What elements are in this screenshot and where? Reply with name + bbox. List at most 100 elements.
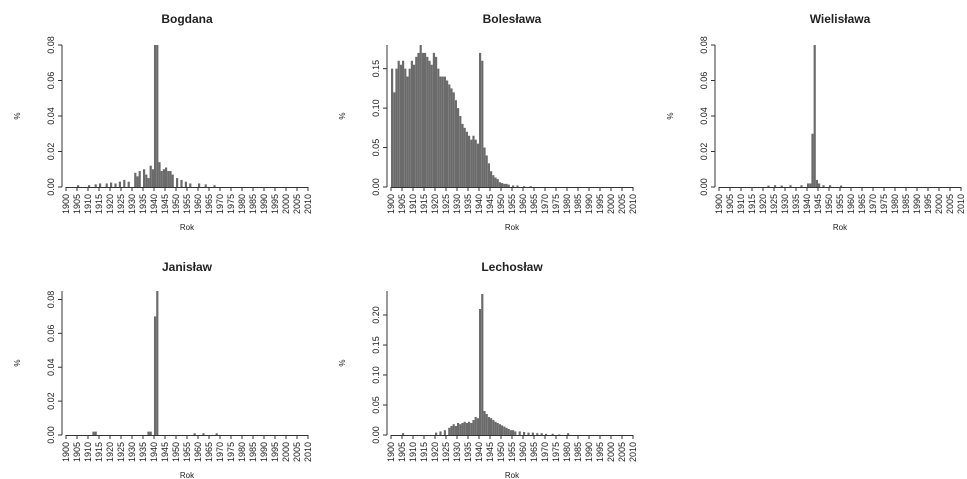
x-tick-label: 1945 <box>160 442 170 462</box>
chart-title: Janisław <box>162 260 213 274</box>
x-tick-label: 1930 <box>780 194 790 214</box>
bar <box>492 175 495 187</box>
x-tick-label: 1905 <box>725 194 735 214</box>
bar <box>151 169 154 187</box>
bar <box>439 76 442 187</box>
bar <box>450 88 453 187</box>
x-tick-label: 1925 <box>769 194 779 214</box>
x-tick-label: 1975 <box>879 194 889 214</box>
bar <box>77 185 80 187</box>
bar <box>800 185 803 187</box>
bar <box>822 185 825 187</box>
x-tick-label: 2005 <box>292 194 302 214</box>
bar <box>136 176 139 187</box>
bar <box>154 45 157 187</box>
bar <box>818 183 821 187</box>
bar <box>156 291 159 435</box>
x-tick-label: 1910 <box>408 194 418 214</box>
x-tick-label: 1965 <box>204 194 214 214</box>
bar <box>213 185 216 187</box>
x-tick-label: 2000 <box>281 194 291 214</box>
x-tick-label: 1940 <box>149 442 159 462</box>
x-tick-label: 1935 <box>463 194 473 214</box>
x-tick-label: 1900 <box>61 442 71 462</box>
bar <box>483 147 486 187</box>
bar <box>88 185 91 187</box>
bar <box>774 185 777 187</box>
x-tick-label: 1960 <box>193 194 203 214</box>
bar <box>147 431 150 435</box>
bar <box>391 68 394 187</box>
x-tick-label: 2010 <box>628 194 638 214</box>
x-tick-label: 1920 <box>430 442 440 462</box>
bar <box>490 171 493 187</box>
bar <box>470 423 473 435</box>
y-axis-label: % <box>13 359 22 366</box>
bar <box>789 185 792 187</box>
bar <box>162 169 165 187</box>
x-tick-label: 1975 <box>226 194 236 214</box>
x-tick-label: 1935 <box>791 194 801 214</box>
bar <box>811 133 814 187</box>
bar <box>829 185 832 187</box>
bar <box>567 433 570 435</box>
bar <box>454 100 457 187</box>
bar <box>509 430 512 435</box>
x-tick-label: 1920 <box>105 442 115 462</box>
bar <box>184 181 187 187</box>
bar <box>470 139 473 187</box>
x-tick-label: 1925 <box>116 194 126 214</box>
bar <box>452 92 455 187</box>
y-tick-label: 0.08 <box>46 36 56 54</box>
x-tick-label: 1900 <box>386 442 396 462</box>
bar <box>505 427 508 435</box>
x-tick-label: 1950 <box>171 442 181 462</box>
x-tick-label: 1940 <box>802 194 812 214</box>
bar <box>487 417 490 435</box>
x-tick-label: 2010 <box>303 442 313 462</box>
chart-panel-4: Janisław 1900 1905 1910 1915 1920 1925 1930 1935… <box>13 260 313 479</box>
bar <box>404 68 407 187</box>
bar <box>92 431 95 435</box>
bar <box>487 163 490 187</box>
x-tick-label: 1980 <box>562 442 572 462</box>
x-tick-label: 1990 <box>259 194 269 214</box>
bar <box>815 179 818 187</box>
x-tick-label: 1960 <box>193 442 203 462</box>
bar <box>110 182 113 187</box>
bar <box>450 426 453 435</box>
bar <box>419 45 422 187</box>
bar <box>118 181 121 187</box>
bar <box>158 162 161 187</box>
x-tick-label: 2000 <box>606 442 616 462</box>
bar <box>494 421 497 435</box>
x-tick-label: 1935 <box>138 442 148 462</box>
x-tick-label: 1970 <box>868 194 878 214</box>
x-tick-label: 1970 <box>540 194 550 214</box>
chart-panel-5: Lechosław 1900 1905 1910 1915 1920 1925 1930 193… <box>338 260 638 479</box>
bar <box>512 430 515 435</box>
bar <box>501 425 504 435</box>
x-tick-label: 1980 <box>237 194 247 214</box>
x-tick-label: 1905 <box>72 194 82 214</box>
bar <box>439 431 442 435</box>
x-tick-label: 2000 <box>281 442 291 462</box>
x-tick-label: 1960 <box>846 194 856 214</box>
x-tick-label: 1920 <box>430 194 440 214</box>
x-tick-label: 1940 <box>474 194 484 214</box>
x-tick-label: 1930 <box>127 194 137 214</box>
bar <box>490 418 493 435</box>
bar <box>94 184 97 187</box>
x-tick-label: 1940 <box>149 194 159 214</box>
bar <box>476 143 479 187</box>
bar <box>397 60 400 187</box>
x-tick-label: 1985 <box>248 194 258 214</box>
y-tick-label: 0.05 <box>371 396 381 414</box>
bar <box>395 68 398 187</box>
bar <box>457 423 460 435</box>
bar <box>463 421 466 435</box>
y-tick-label: 0.02 <box>46 143 56 161</box>
bar <box>415 56 418 188</box>
x-tick-label: 2005 <box>617 442 627 462</box>
x-tick-label: 2010 <box>303 194 313 214</box>
